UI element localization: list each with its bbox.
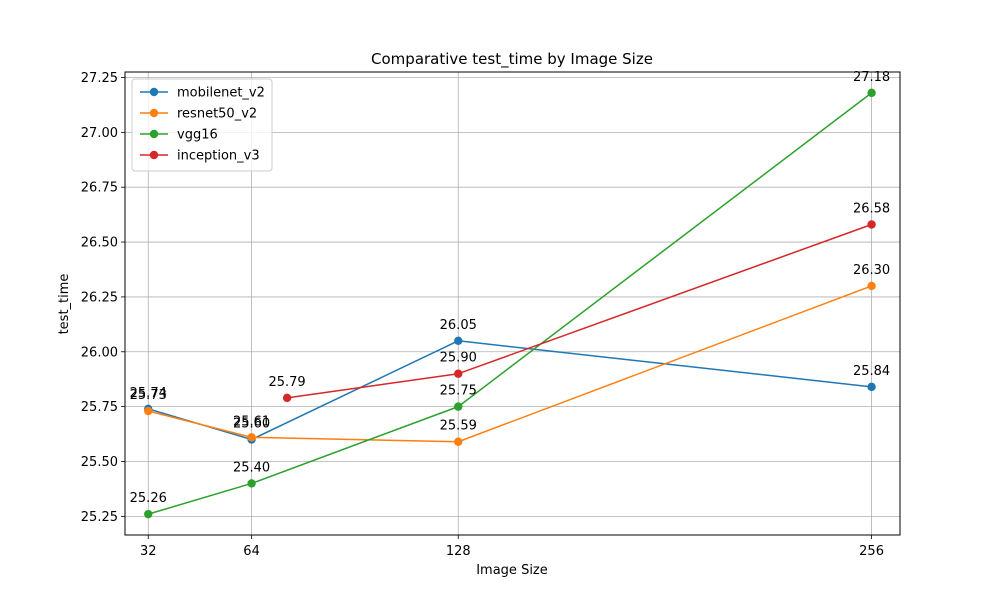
legend-box <box>131 78 273 172</box>
legend-swatch-marker <box>149 129 159 139</box>
series-line <box>148 285 872 443</box>
data-point <box>454 336 463 346</box>
y-tick-label: 26.75 <box>81 181 118 196</box>
data-label: 25.26 <box>130 491 167 506</box>
y-tick-label: 27.25 <box>81 71 118 86</box>
data-point <box>867 88 876 98</box>
x-tick-label: 128 <box>446 544 471 559</box>
data-label: 26.30 <box>853 263 890 278</box>
data-label: 26.05 <box>440 318 477 333</box>
data-label: 26.58 <box>853 202 890 217</box>
data-label: 25.73 <box>130 388 167 403</box>
data-label: 25.84 <box>853 364 890 379</box>
data-labels-layer: 25.74 25.60 26.05 25.84 25.73 25.61 25.59 26.30… <box>130 70 891 506</box>
legend-label: resnet50_v2 <box>177 107 257 122</box>
x-tick-label: 32 <box>140 544 157 559</box>
legend-swatch-marker <box>149 108 159 118</box>
x-axis-ticks: 32 64 128 256 <box>140 535 884 559</box>
y-tick-label: 26.25 <box>81 290 118 305</box>
legend-label: inception_v3 <box>177 149 260 164</box>
data-label: 25.61 <box>233 414 270 429</box>
x-tick-label: 256 <box>859 544 884 559</box>
data-label: 25.90 <box>440 351 477 366</box>
series-line <box>148 92 873 515</box>
data-point <box>247 479 256 488</box>
y-axis-label: test_time <box>57 274 72 335</box>
data-label: 27.18 <box>853 70 890 85</box>
y-tick-label: 25.50 <box>81 455 118 470</box>
data-label: 25.75 <box>440 384 477 399</box>
y-tick-label: 27.00 <box>81 126 118 141</box>
x-tick-label: 64 <box>243 544 260 559</box>
legend-label: vgg16 <box>177 128 218 143</box>
data-label: 25.60 <box>233 417 270 432</box>
x-axis-label: Image Size <box>476 563 548 578</box>
y-tick-label: 26.50 <box>81 236 118 251</box>
y-tick-label: 25.75 <box>81 400 118 415</box>
data-point <box>144 406 153 416</box>
chart-title: Comparative test_time by Image Size <box>371 50 653 69</box>
data-point <box>867 281 876 291</box>
legend-swatch-marker <box>149 150 159 160</box>
legend-swatch-marker <box>149 87 159 97</box>
y-axis-ticks: 25.25 25.50 25.75 26.00 26.25 26.50 26.75 27.00… <box>81 71 125 525</box>
series-line <box>286 223 872 399</box>
data-label: 25.74 <box>130 386 167 401</box>
data-label: 25.40 <box>233 460 270 475</box>
data-point <box>144 509 153 519</box>
data-point <box>282 393 292 403</box>
data-point <box>867 382 876 392</box>
data-point <box>454 369 463 378</box>
y-tick-label: 25.25 <box>81 510 118 525</box>
data-point <box>454 402 463 411</box>
series-layer <box>144 88 876 519</box>
data-point <box>247 433 256 442</box>
data-point <box>454 437 463 446</box>
data-point <box>867 220 876 229</box>
plot-frame <box>124 71 901 536</box>
legend-label: mobilenet_v2 <box>177 86 265 101</box>
data-label: 25.79 <box>268 375 305 390</box>
data-label: 25.59 <box>440 419 477 434</box>
y-tick-label: 26.00 <box>81 345 118 360</box>
legend: mobilenet_v2 resnet50_v2 vgg16 inception_v3 <box>131 78 273 172</box>
